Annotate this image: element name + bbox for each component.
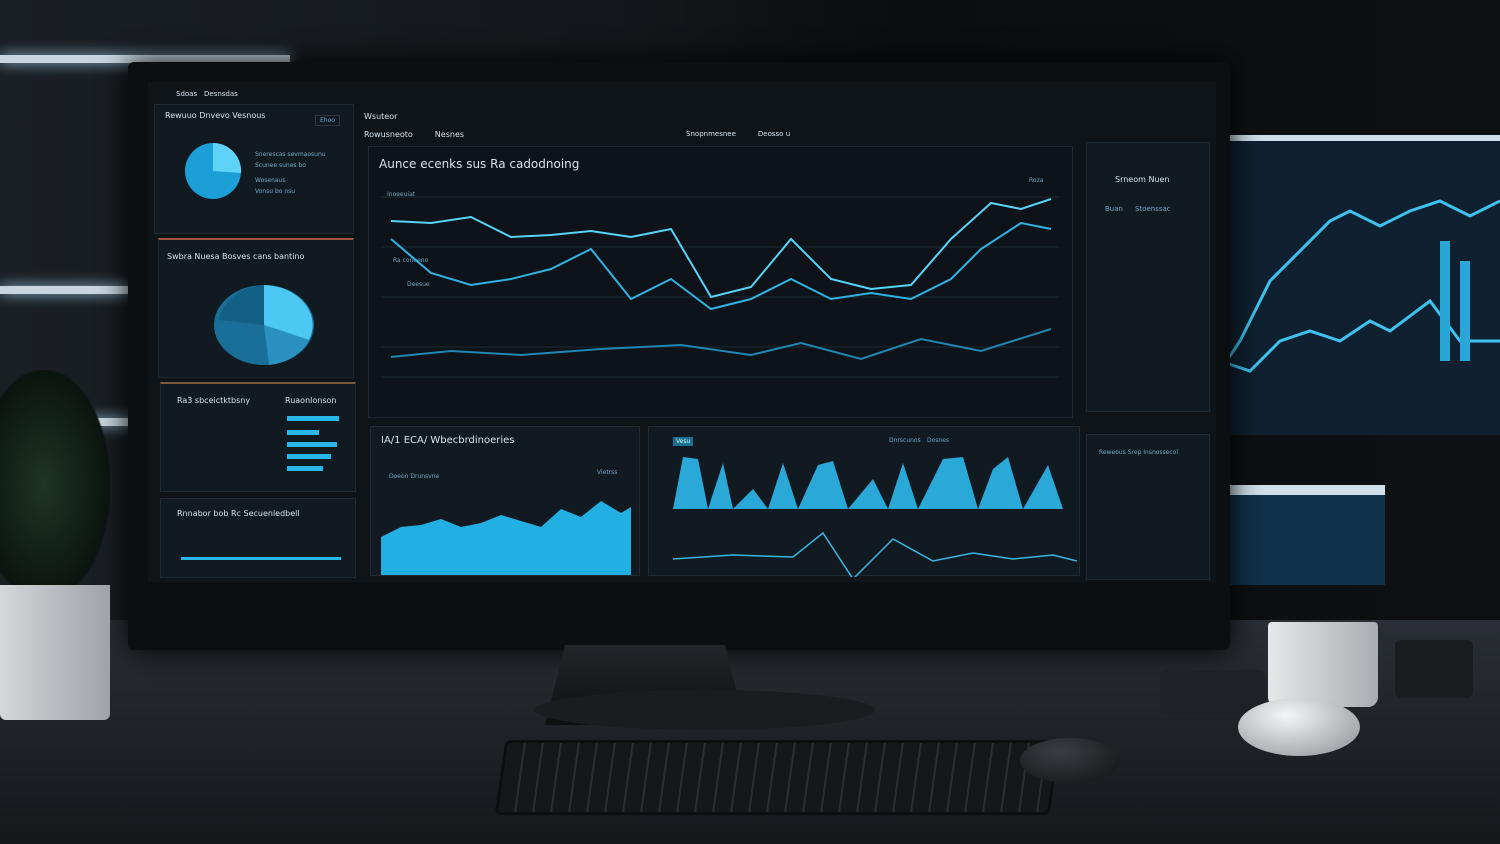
panel-title: Rewuuo Dnvevo Vesnous <box>165 111 266 120</box>
trend-line <box>673 531 1077 577</box>
speaker <box>1160 670 1265 715</box>
chart-title: Aunce ecenks sus Ra cadodnoing <box>379 157 580 171</box>
series-line <box>390 221 1052 311</box>
pie-panel-1: Rewuuo Dnvevo Vesnous Ehoo Snerescas sev… <box>154 104 354 234</box>
side-monitor-lower <box>1225 485 1385 585</box>
spectrum-chart <box>673 457 1077 577</box>
bar <box>287 430 319 435</box>
series-line <box>390 198 1052 299</box>
chart-label: Deesue <box>407 281 430 288</box>
area-chart <box>381 501 631 575</box>
panel-badge: Vietrss <box>597 469 618 476</box>
line-chart-panel: Aunce ecenks sus Ra cadodnoing Roza Inoe… <box>368 146 1073 418</box>
side-monitor-chart <box>1218 199 1500 373</box>
bar <box>287 466 323 471</box>
panel-label: Dnrscunos <box>889 437 921 444</box>
tab[interactable]: Rowusneoto <box>364 130 413 139</box>
device <box>1395 640 1473 698</box>
panel-title: Rnnabor bob Rc Secuenledbell <box>177 509 300 518</box>
panel-title: IA/1 ECA/ Wbecbrdinoeries <box>381 435 515 446</box>
tab[interactable]: Buan <box>1105 205 1123 213</box>
right-bottom-panel: Reweous Srep Insnossecol <box>1086 434 1210 580</box>
pie-chart-2 <box>214 285 314 365</box>
right-panel: Srneom Nuen Buan Stoenssac <box>1086 142 1210 412</box>
pie-panel-2: Swbra Nuesa Bosves cans bantino <box>158 238 354 378</box>
shelf-light <box>0 55 290 63</box>
legend-item: Scunee sunes bo <box>255 162 306 169</box>
app-title: Sdoas <box>176 90 198 98</box>
tab[interactable]: Deosso u <box>757 130 791 138</box>
area-chart-panel: IA/1 ECA/ Wbecbrdinoeries Doeon Drunsvne… <box>370 426 640 576</box>
legend-item: Vonsu bo nsu <box>255 188 296 195</box>
bar <box>287 454 331 459</box>
tab[interactable]: Snopnmesnee <box>686 130 736 138</box>
panel-title: Swbra Nuesa Bosves cans bantino <box>167 252 305 261</box>
mouse-white[interactable] <box>1238 698 1360 756</box>
panel-title: Srneom Nuen <box>1115 175 1170 184</box>
panel-subtitle: Ruaonlonson <box>285 396 337 405</box>
monitor-base <box>535 690 875 730</box>
bars-panel: Ra3 sbceictktbsny Ruaonlonson <box>160 382 356 492</box>
panel-tag: Vesu <box>673 437 694 446</box>
panel-subtitle: Doeon Drunsvne <box>389 473 440 480</box>
shelf-light <box>0 286 130 294</box>
mouse[interactable] <box>1020 738 1120 783</box>
tab[interactable]: Stoenssac <box>1135 205 1171 213</box>
legend-item: Snerescas sevmaosunu <box>255 151 326 158</box>
plant-pot <box>0 585 110 720</box>
chart-label: Ra coneeno <box>393 257 429 264</box>
mug <box>1268 622 1378 707</box>
line-chart <box>381 196 1059 378</box>
panel-title: Ra3 sbceictktbsny <box>177 396 251 405</box>
tab[interactable]: Nesnes <box>434 130 465 139</box>
bar <box>287 416 339 421</box>
spectrum-panel: Vesu Dnrscunos Dosnes <box>648 426 1080 577</box>
plant <box>0 370 110 600</box>
dashboard-screen: Sdoas Desnsdas Rewuuo Dnvevo Vesnous Eho… <box>148 82 1216 582</box>
chart-label: Inoeeuiat <box>387 191 416 198</box>
bar <box>287 442 337 447</box>
main-title: Wsuteor <box>364 112 398 121</box>
progress-line <box>181 557 341 560</box>
bottom-left-panel: Rnnabor bob Rc Secuenledbell <box>160 498 356 578</box>
series-line <box>390 328 1052 361</box>
chart-badge[interactable]: Roza <box>1029 177 1044 184</box>
legend-item: Wosenaus <box>255 177 286 184</box>
keyboard[interactable] <box>494 740 1061 815</box>
panel-title: Reweous Srep Insnossecol <box>1099 449 1178 456</box>
app-subtitle: Desnsdas <box>204 90 238 98</box>
panel-button[interactable]: Ehoo <box>315 115 340 126</box>
side-monitor <box>1218 135 1500 435</box>
panel-label: Dosnes <box>927 437 950 444</box>
main-tabs: Rowusneoto Nesnes Snopnmesnee Deosso u <box>364 130 790 139</box>
pie-chart-1 <box>185 142 242 199</box>
